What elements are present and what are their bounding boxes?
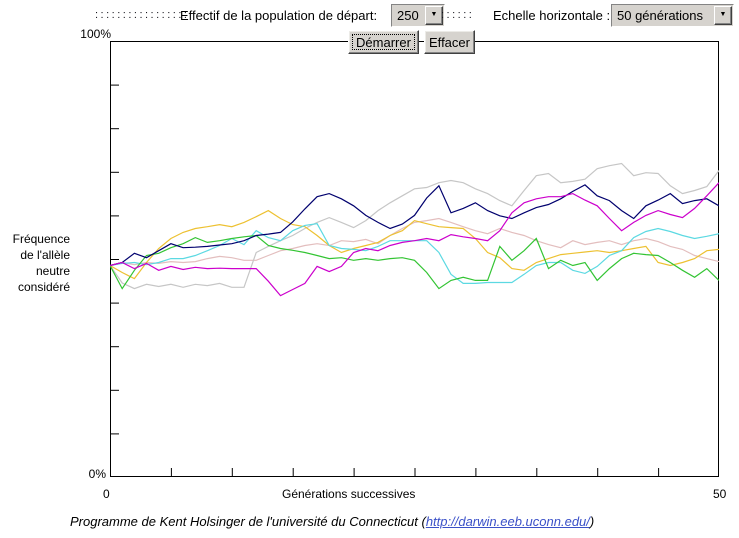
scale-select[interactable]: 50 générations ▼ [611,4,734,27]
y-axis-max-label: 100% [80,27,111,41]
y-axis-title-line: Fréquence [12,232,70,246]
dotted-leader-left: ::::::::::::::::: [95,9,190,21]
clear-button[interactable]: Effacer [424,30,475,54]
population-select-value: 250 [397,8,419,23]
series-line-magenta [110,182,719,297]
x-axis-max-label: 50 [713,487,727,501]
series-line-pink [110,217,719,267]
series-line-silver [110,162,719,290]
x-axis-min-label: 0 [103,487,110,501]
credit-line: Programme de Kent Holsinger de l'univers… [70,514,594,529]
series-line-cyan [110,223,719,284]
population-label: Effectif de la population de départ: [180,8,378,23]
credit-link[interactable]: http://darwin.eeb.uconn.edu/ [425,514,590,529]
y-axis-title-line: considéré [17,280,70,294]
y-axis-title-line: de l'allèle [20,248,70,262]
credit-text-before: Programme de Kent Holsinger de l'univers… [70,514,426,529]
series-line-orange [110,209,719,280]
population-select[interactable]: 250 ▼ [391,4,445,27]
credit-text-after: ) [589,514,595,529]
scale-label: Echelle horizontale : [493,8,611,23]
drift-chart-plot [110,41,719,477]
dotted-leader-mid: :::::: [441,9,475,21]
x-axis-title: Générations successives [282,487,416,501]
chevron-down-icon[interactable]: ▼ [425,6,443,25]
series-line-green [110,234,719,290]
plot-frame [110,41,719,477]
scale-select-value: 50 générations [617,8,704,23]
y-axis-title-line: neutre [35,264,70,278]
chevron-down-icon[interactable]: ▼ [714,6,732,25]
y-axis-min-label: 0% [88,467,106,481]
drift-chart-svg [110,41,719,477]
start-button[interactable]: Démarrer [348,30,419,54]
series-line-navy [110,184,719,267]
y-axis-title: Fréquence de l'allèle neutre considéré [6,231,70,295]
